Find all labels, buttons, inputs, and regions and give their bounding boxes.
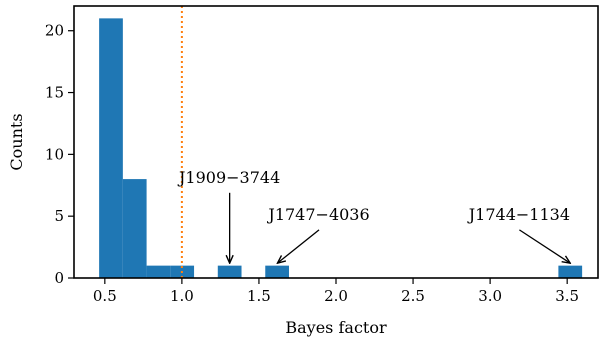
histogram-bar-1 [122,179,147,278]
annotation-arrow-2 [519,229,570,263]
histogram-bar-4 [217,265,242,278]
x-tick-label-2: 1.5 [247,287,271,305]
annotation-label-2: J1744−1134 [467,205,570,224]
annotation-arrow-1 [277,229,320,263]
y-tick-label-2: 10 [45,145,64,163]
y-axis-ticks: 0 5 10 15 20 [45,22,74,287]
x-tick-label-3: 2.0 [324,287,348,305]
x-tick-label-1: 1.0 [170,287,194,305]
x-axis-label: Bayes factor [285,318,387,337]
y-tick-label-4: 20 [45,22,64,40]
histogram-bar-0 [99,18,123,278]
y-tick-label-1: 5 [54,207,64,225]
y-tick-label-0: 0 [54,269,64,287]
x-tick-label-6: 3.5 [555,287,579,305]
x-tick-label-4: 2.5 [401,287,425,305]
histogram-bar-6 [558,265,583,278]
x-axis-ticks: 0.5 1.0 1.5 2.0 2.5 3.0 3.5 [93,278,579,305]
annotation-label-0: J1909−3744 [177,168,280,187]
histogram-bar-2 [146,265,171,278]
plot-frame [73,5,599,279]
x-tick-label-5: 3.0 [478,287,502,305]
annotations-group: J1909−3744 J1747−4036 J1744−1134 [177,168,570,263]
histogram-bars [99,18,583,278]
x-tick-label-0: 0.5 [93,287,117,305]
y-tick-label-3: 15 [45,84,64,102]
annotation-label-1: J1747−4036 [266,205,369,224]
histogram-bar-5 [265,265,289,278]
y-axis-label: Counts [7,113,26,170]
